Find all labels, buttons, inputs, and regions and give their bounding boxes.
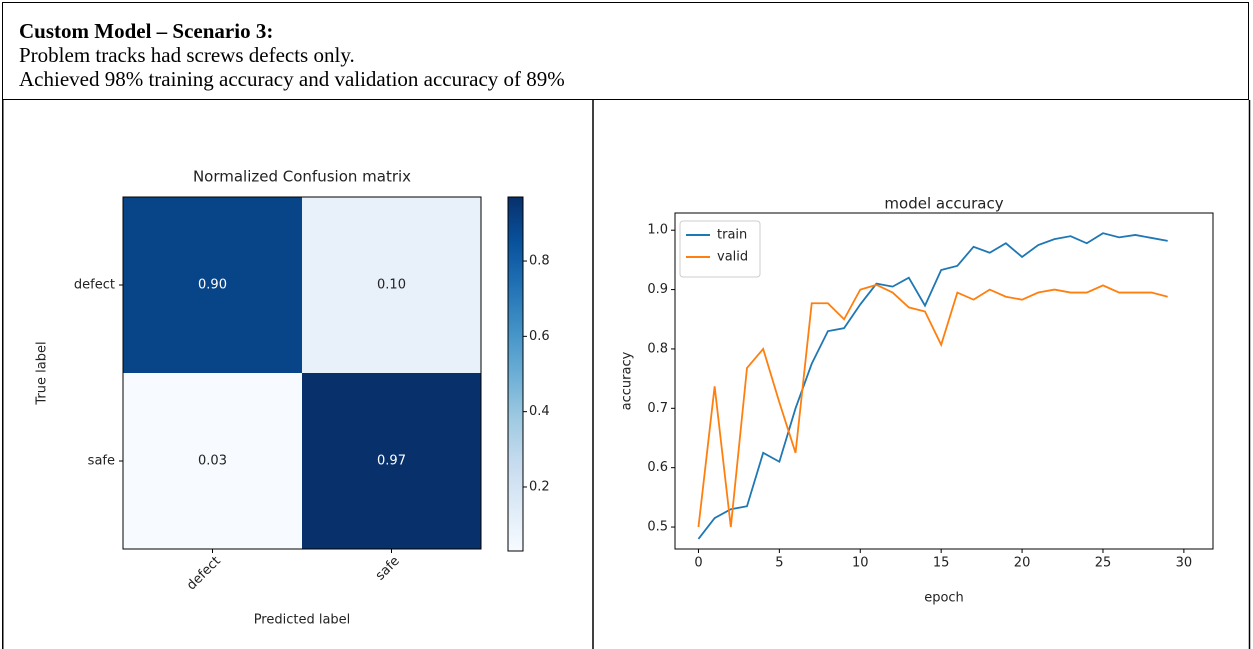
text-line: Problem tracks had screws defects only. [19, 43, 355, 67]
x-axis-label: Predicted label [254, 613, 351, 628]
y-tick-label: 0.7 [647, 401, 668, 416]
colorbar [507, 196, 524, 552]
colorbar-tick-label: 0.6 [529, 329, 550, 344]
heatmap-cell [302, 197, 481, 373]
y-tick-label: 0.9 [647, 282, 668, 297]
x-tick-label: 20 [1014, 556, 1031, 571]
heatmap-cell [123, 197, 302, 373]
line-series [697, 283, 1168, 528]
line-series [697, 232, 1168, 540]
x-tick-label: safe [373, 554, 403, 584]
chart-title: model accuracy [884, 195, 1003, 213]
x-tick-label: 5 [775, 556, 783, 571]
heading: Custom Model – Scenario 3: [19, 19, 274, 43]
colorbar-tick-label: 0.2 [529, 479, 550, 494]
cell-label: 0.03 [198, 454, 227, 469]
chart-title: Normalized Confusion matrix [193, 168, 411, 186]
cell-label: 0.90 [198, 278, 227, 293]
text-line: Achieved 98% training accuracy and valid… [19, 67, 565, 91]
x-tick-label: 15 [933, 556, 950, 571]
y-tick-label: 1.0 [647, 223, 668, 238]
y-axis-label: True label [35, 341, 50, 405]
heatmap-cell [302, 373, 481, 549]
x-tick-label: defect [184, 554, 224, 594]
legend-label: valid [717, 250, 748, 265]
y-tick-label: defect [74, 278, 115, 293]
x-tick-label: 10 [852, 556, 869, 571]
colorbar-tick-label: 0.8 [529, 254, 550, 269]
colorbar-tick-label: 0.4 [529, 404, 550, 419]
plot-frame [674, 212, 1214, 550]
x-tick-label: 25 [1095, 556, 1112, 571]
y-tick-label: 0.6 [647, 460, 668, 475]
x-tick-label: 30 [1176, 556, 1193, 571]
x-axis-label: epoch [924, 591, 964, 606]
y-tick-label: 0.8 [647, 341, 668, 356]
cell-label: 0.97 [377, 454, 406, 469]
legend-label: train [717, 228, 747, 243]
x-tick-label: 0 [694, 556, 702, 571]
header: Custom Model – Scenario 3: Problem track… [2, 2, 1249, 100]
plot-frame [122, 196, 482, 550]
cell-label: 0.10 [377, 278, 406, 293]
y-tick-label: safe [88, 454, 115, 469]
heatmap-cell [123, 373, 302, 549]
y-tick-label: 0.5 [647, 520, 668, 535]
y-axis-label: accuracy [620, 351, 635, 410]
